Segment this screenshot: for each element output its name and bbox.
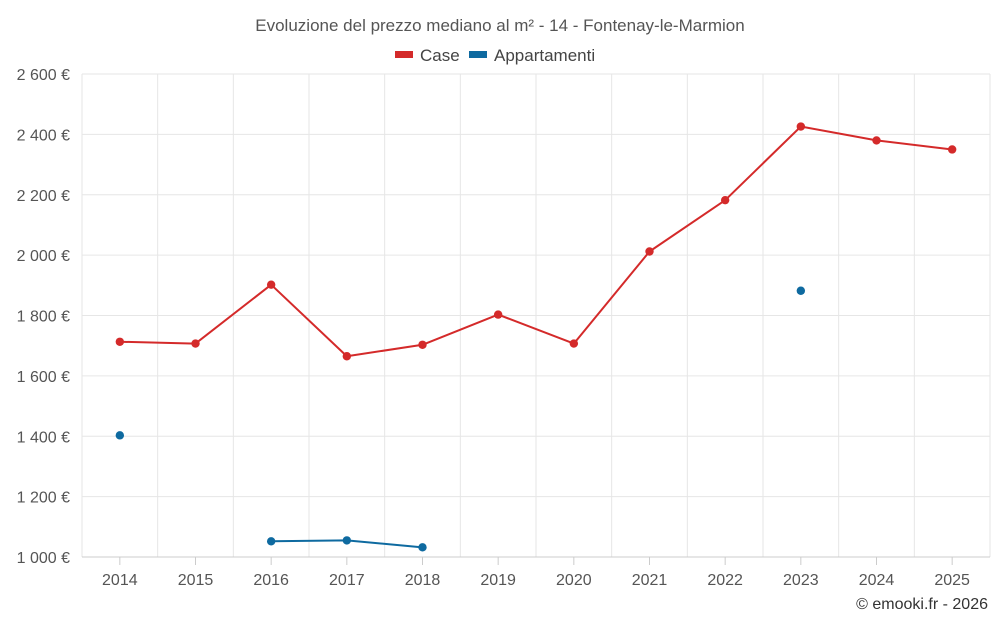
y-tick-label: 1 600 €: [17, 369, 70, 386]
axes: 1 000 € 1 200 € 1 400 € 1 600 € 1 800 € 2 000…: [17, 67, 990, 589]
series-appartamenti: [115, 286, 806, 552]
x-tick-label: 2015: [178, 572, 214, 589]
y-tick-label: 2 400 €: [17, 127, 70, 144]
series-case: [115, 122, 957, 361]
data-point-case[interactable]: [342, 352, 352, 361]
legend-item-appartamenti[interactable]: Appartamenti: [469, 46, 595, 65]
y-tick-label: 2 200 €: [17, 188, 70, 205]
data-point-case[interactable]: [947, 145, 957, 154]
data-point-appartamenti[interactable]: [796, 286, 806, 295]
data-point-case[interactable]: [418, 340, 427, 349]
data-point-appartamenti[interactable]: [342, 536, 352, 545]
legend: Case Appartamenti: [395, 46, 595, 65]
data-point-case[interactable]: [796, 122, 806, 131]
y-tick-label: 2 600 €: [17, 67, 70, 84]
data-point-appartamenti[interactable]: [115, 431, 125, 440]
legend-swatch-appartamenti: [469, 51, 487, 58]
data-point-appartamenti[interactable]: [266, 537, 276, 546]
x-tick-label: 2022: [707, 572, 743, 589]
series-line-case: [118, 125, 954, 358]
x-tick-label: 2017: [329, 572, 365, 589]
y-tick-label: 1 200 €: [17, 490, 70, 507]
x-tick-label: 2019: [480, 572, 516, 589]
y-tick-label: 1 000 €: [17, 550, 70, 567]
data-point-case[interactable]: [115, 337, 125, 346]
data-point-case[interactable]: [493, 310, 503, 319]
x-tick-label: 2014: [102, 572, 138, 589]
x-tick-label: 2016: [253, 572, 289, 589]
x-tick-label: 2020: [556, 572, 592, 589]
x-tick-label: 2025: [934, 572, 970, 589]
grid: [81, 73, 991, 557]
legend-swatch-case: [395, 51, 413, 58]
x-tick-label: 2018: [405, 572, 441, 589]
legend-label-appartamenti: Appartamenti: [494, 46, 595, 65]
chart-title: Evoluzione del prezzo mediano al m² - 14…: [255, 16, 744, 35]
x-tick-label: 2021: [632, 572, 668, 589]
credit-text: © emooki.fr - 2026: [856, 596, 988, 613]
data-point-case[interactable]: [569, 339, 579, 348]
data-point-case[interactable]: [645, 247, 654, 256]
x-tick-label: 2023: [783, 572, 819, 589]
data-point-appartamenti[interactable]: [418, 543, 427, 552]
y-tick-label: 2 000 €: [17, 248, 70, 265]
data-point-case[interactable]: [191, 339, 200, 348]
data-point-case[interactable]: [872, 136, 881, 145]
data-point-case[interactable]: [266, 280, 276, 289]
legend-item-case[interactable]: Case: [395, 46, 460, 65]
series: [115, 122, 957, 552]
y-tick-label: 1 800 €: [17, 309, 70, 326]
y-tick-label: 1 400 €: [17, 429, 70, 446]
x-tick-label: 2024: [859, 572, 895, 589]
legend-label-case: Case: [420, 46, 460, 65]
data-point-case[interactable]: [720, 195, 730, 205]
